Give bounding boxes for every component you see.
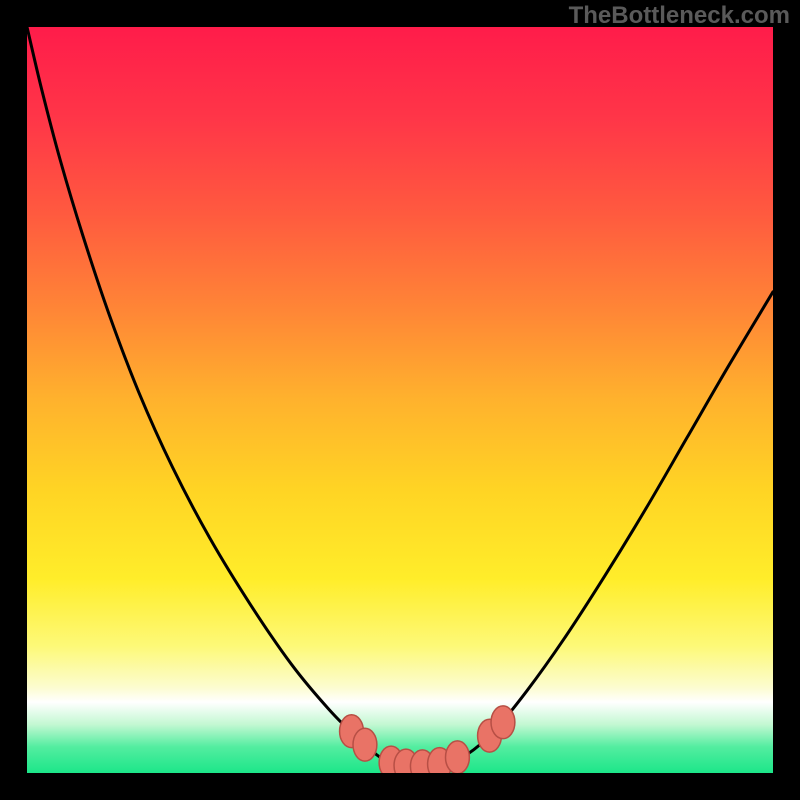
curve-marker-1 (353, 728, 377, 761)
bottleneck-chart (27, 27, 773, 773)
curve-marker-6 (446, 741, 470, 773)
plot-area (27, 27, 773, 773)
heat-gradient-background (27, 27, 773, 773)
figure-root: TheBottleneck.com (0, 0, 800, 800)
watermark-text: TheBottleneck.com (569, 2, 790, 30)
curve-marker-8 (491, 706, 515, 739)
